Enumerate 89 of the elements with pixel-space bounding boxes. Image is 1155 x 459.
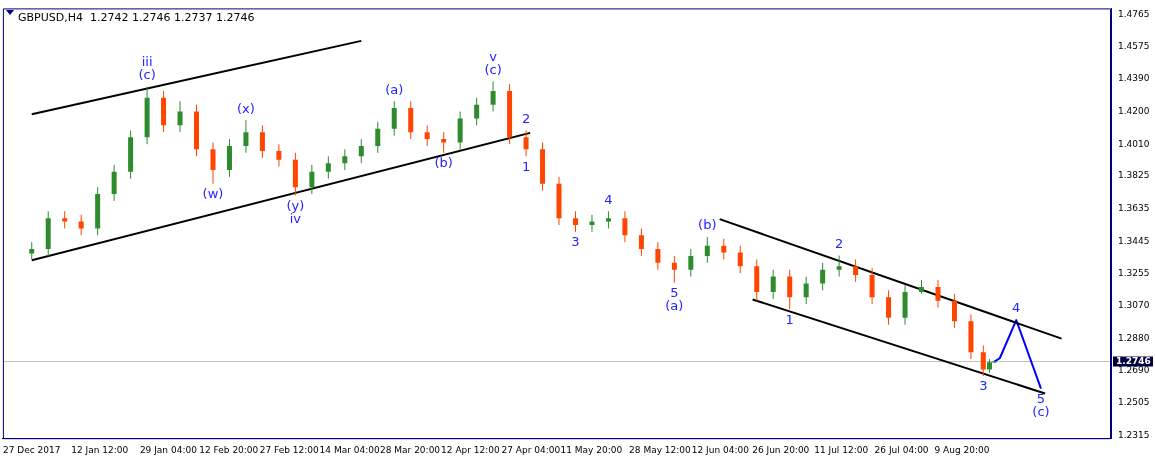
candlestick xyxy=(622,210,628,243)
annotation: 5 xyxy=(670,285,679,301)
candlestick xyxy=(342,148,348,171)
candlestick xyxy=(737,245,743,274)
candlestick xyxy=(243,119,249,154)
candlestick xyxy=(704,236,710,264)
y-tick-label: 1.4200 xyxy=(1118,105,1150,116)
candlestick xyxy=(474,97,480,126)
candlestick xyxy=(424,124,430,147)
candlestick xyxy=(688,248,694,278)
x-tick-label: 12 Jun 04:00 xyxy=(691,444,750,455)
candlestick xyxy=(523,129,529,157)
y-tick-label: 1.2880 xyxy=(1118,332,1150,343)
x-tick-label: 11 May 20:00 xyxy=(560,444,623,455)
y-tick-label: 1.4390 xyxy=(1118,73,1150,84)
x-tick-label: 29 Jan 04:00 xyxy=(139,444,198,455)
x-tick-label: 9 Aug 20:00 xyxy=(934,444,990,455)
candlestick xyxy=(490,80,496,113)
annotation: (w) xyxy=(202,186,224,202)
y-tick-label: 1.3825 xyxy=(1118,170,1150,181)
candlestick xyxy=(638,227,644,257)
y-tick-label: 1.4765 xyxy=(1118,8,1150,19)
y-tick-label: 1.2315 xyxy=(1118,429,1150,440)
y-tick-label: 1.2505 xyxy=(1118,397,1150,408)
ref-line-label: 1.2746 xyxy=(1116,355,1151,366)
candlestick xyxy=(572,210,578,233)
annotation: 1 xyxy=(785,311,794,327)
candlestick xyxy=(309,164,315,195)
x-tick-label: 28 Mar 20:00 xyxy=(379,444,441,455)
candlestick xyxy=(358,138,364,164)
candlestick xyxy=(721,238,727,260)
candlestick xyxy=(770,269,776,300)
annotation: (c) xyxy=(1032,404,1050,420)
candlestick xyxy=(391,100,397,137)
candlestick xyxy=(655,241,661,271)
candlestick xyxy=(111,164,117,202)
annotation: 2 xyxy=(834,236,844,251)
x-tick-label: 11 Jul 12:00 xyxy=(814,444,869,455)
candlestick xyxy=(671,255,677,284)
x-tick-label: 14 Mar 04:00 xyxy=(319,444,380,455)
y-tick-label: 1.3635 xyxy=(1118,203,1150,214)
annotation: 5 xyxy=(1036,391,1046,407)
x-tick-label: 26 Jun 20:00 xyxy=(752,444,810,455)
candlestick xyxy=(935,279,941,309)
annotation: 4 xyxy=(604,191,613,207)
x-tick-label: 12 Feb 20:00 xyxy=(199,444,259,455)
candlestick xyxy=(276,143,282,168)
candlestick xyxy=(886,289,892,326)
candlestick xyxy=(325,155,331,180)
chart-title: GBPUSD,H4 1.2742 1.2746 1.2737 1.2746 xyxy=(18,11,255,25)
candlestick xyxy=(836,255,842,278)
candlestick xyxy=(869,267,875,305)
annotation: (b) xyxy=(698,217,717,233)
x-tick-label: 12 Apr 12:00 xyxy=(441,444,501,455)
candlestick xyxy=(375,121,381,154)
x-tick-label: 28 May 12:00 xyxy=(629,444,692,455)
annotation: 3 xyxy=(979,378,988,394)
candlestick xyxy=(820,262,826,291)
annotation: 2 xyxy=(521,110,531,126)
x-tick-label: 12 Jan 12:00 xyxy=(71,444,129,455)
x-tick-label: 26 Jul 04:00 xyxy=(874,444,929,455)
annotation: v xyxy=(489,48,498,64)
candlestick xyxy=(177,100,183,133)
annotation: (b) xyxy=(434,155,453,171)
candlestick xyxy=(210,142,216,185)
y-tick-label: 1.3445 xyxy=(1118,235,1150,246)
annotation: (a) xyxy=(665,298,684,314)
y-tick-label: 1.3255 xyxy=(1118,268,1150,279)
candlestick xyxy=(787,269,793,310)
x-tick-label: 27 Apr 04:00 xyxy=(501,444,561,455)
annotation: 1 xyxy=(521,158,531,174)
annotation: (c) xyxy=(484,61,502,77)
candlestick xyxy=(853,258,859,283)
y-tick-label: 1.3070 xyxy=(1118,300,1150,311)
candlestick xyxy=(803,276,809,305)
candlestick xyxy=(259,124,265,159)
candlestick xyxy=(980,344,986,377)
annotation: (c) xyxy=(138,67,156,82)
candlestick xyxy=(951,293,957,329)
x-tick-label: 27 Feb 12:00 xyxy=(259,444,319,455)
y-tick-label: 1.2690 xyxy=(1118,365,1150,376)
annotation: (a) xyxy=(385,81,404,97)
annotation: (x) xyxy=(237,100,255,116)
y-tick-label: 1.4575 xyxy=(1118,41,1150,52)
annotation: 3 xyxy=(571,234,580,250)
y-tick-label: 1.4010 xyxy=(1118,138,1150,149)
x-tick-label: 27 Dec 2017 xyxy=(3,444,61,455)
annotation: iii xyxy=(141,54,153,69)
annotation: 4 xyxy=(1012,300,1021,316)
